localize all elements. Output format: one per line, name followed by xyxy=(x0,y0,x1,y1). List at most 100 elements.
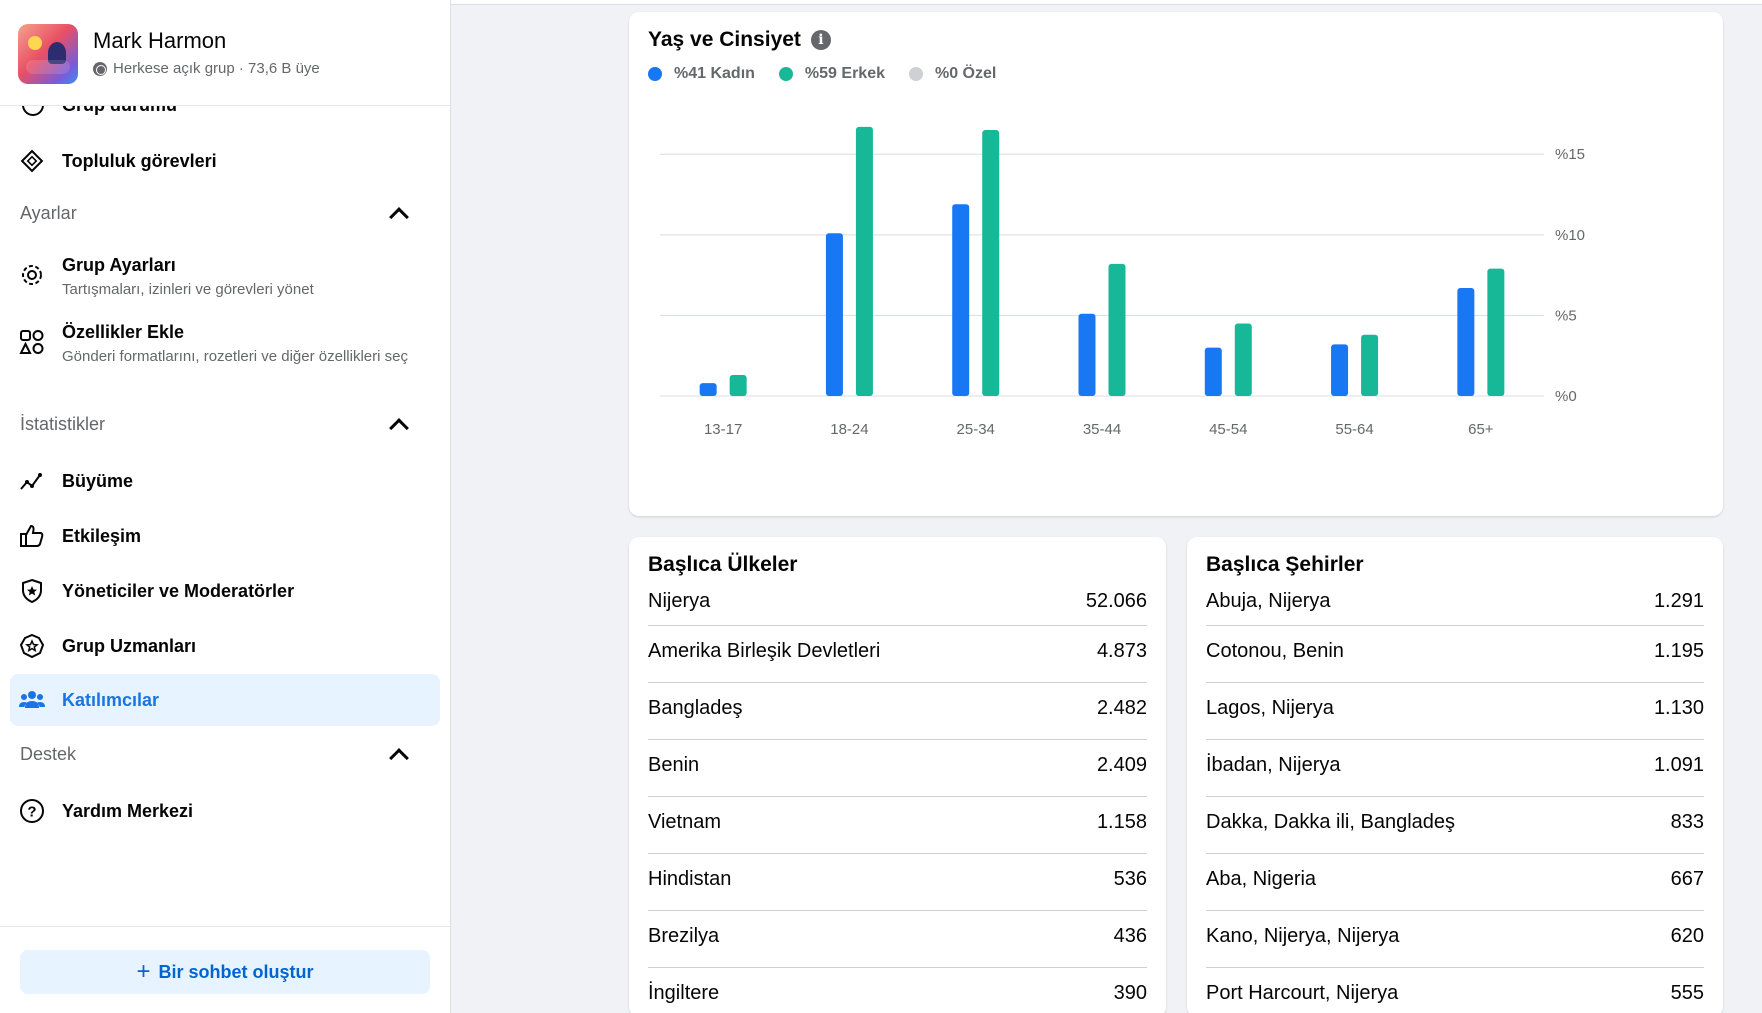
thumbs-up-icon xyxy=(18,522,46,550)
section-title: Destek xyxy=(20,744,77,764)
section-support[interactable]: Destek xyxy=(20,744,420,768)
create-chat-button[interactable]: + Bir sohbet oluştur xyxy=(20,950,430,994)
top-divider xyxy=(451,0,1762,5)
y-tick-label: %10 xyxy=(1555,227,1585,244)
sidebar-item-community-tasks[interactable]: Topluluk görevleri xyxy=(10,135,440,187)
list-item-value: 52.066 xyxy=(1085,590,1147,612)
bar-erkek-13-17[interactable] xyxy=(729,375,747,396)
group-header[interactable]: Mark Harmon Herkese açık grup · 73,6 B ü… xyxy=(0,0,450,106)
legend-dot xyxy=(778,67,793,81)
chevron-up-icon[interactable] xyxy=(389,206,409,227)
list-item: Bangladeş 2.482 xyxy=(648,683,1147,740)
list-item: Lagos, Nijerya 1.130 xyxy=(1206,683,1704,740)
sidebar-item-help[interactable]: ? Yardım Merkezi xyxy=(10,785,440,837)
group-meta: Herkese açık grup · 73,6 B üye xyxy=(93,60,320,77)
list-item-value: 4.873 xyxy=(1096,639,1147,662)
list-item-value: 2.482 xyxy=(1096,696,1147,719)
group-avatar[interactable] xyxy=(18,24,78,84)
list-item-value: 1.091 xyxy=(1653,753,1704,776)
shapes-icon xyxy=(18,328,46,356)
list-item-name: Benin xyxy=(648,753,700,776)
list-item-name: Kano, Nijerya, Nijerya xyxy=(1206,924,1400,947)
list-item: İbadan, Nijerya 1.091 xyxy=(1206,740,1704,797)
bar-erkek-55-64[interactable] xyxy=(1361,334,1379,396)
info-icon[interactable]: i xyxy=(810,30,831,50)
legend-label: %0 Özel xyxy=(934,65,997,82)
sidebar-footer: + Bir sohbet oluştur xyxy=(0,926,450,1013)
card-title: Başlıca Şehirler xyxy=(1206,553,1364,576)
x-tick-label: 25-34 xyxy=(957,421,995,438)
sidebar-item-group-settings[interactable]: Grup Ayarları Tartışmaları, izinleri ve … xyxy=(10,255,440,300)
growth-chart-icon xyxy=(18,467,46,495)
list-item-value: 1.158 xyxy=(1096,810,1147,833)
sidebar-item-label: Etkileşim xyxy=(62,525,142,546)
age-gender-title: Yaş ve Cinsiyet i xyxy=(648,28,831,52)
list-item: Cotonou, Benin 1.195 xyxy=(1206,626,1704,683)
sidebar-item-experts[interactable]: Grup Uzmanları xyxy=(10,620,440,672)
bar-kadın-55-64[interactable] xyxy=(1331,344,1349,396)
sidebar-item-add-features[interactable]: Özellikler Ekle Gönderi formatlarını, ro… xyxy=(10,322,440,367)
list-item: Brezilya 436 xyxy=(648,911,1147,968)
list-item-value: 1.195 xyxy=(1653,639,1704,662)
list-item-name: Aba, Nigeria xyxy=(1206,867,1317,890)
question-icon: ? xyxy=(18,797,46,825)
sidebar-item-participants[interactable]: Katılımcılar xyxy=(10,674,440,726)
bar-erkek-18-24[interactable] xyxy=(855,126,873,396)
list-item-name: Abuja, Nijerya xyxy=(1206,590,1331,612)
list-item: Aba, Nigeria 667 xyxy=(1206,854,1704,911)
bar-kadın-13-17[interactable] xyxy=(699,383,717,396)
sidebar-item-engagement[interactable]: Etkileşim xyxy=(10,510,440,562)
bar-erkek-65+[interactable] xyxy=(1487,268,1505,396)
bar-kadın-35-44[interactable] xyxy=(1078,313,1096,396)
age-gender-card: Yaş ve Cinsiyet i %41 Kadın %59 Erkek %0… xyxy=(629,12,1723,516)
sidebar-item-admins[interactable]: Yöneticiler ve Moderatörler xyxy=(10,565,440,617)
sidebar-item-subtitle: Gönderi formatlarını, rozetleri ve diğer… xyxy=(62,348,408,365)
list-item-value: 620 xyxy=(1670,924,1704,947)
sidebar-item-label: Grup Uzmanları xyxy=(62,635,197,656)
globe-icon xyxy=(93,61,107,76)
bar-kadın-25-34[interactable] xyxy=(952,204,970,396)
y-tick-label: %0 xyxy=(1555,388,1577,405)
plus-icon: + xyxy=(136,958,151,985)
section-settings[interactable]: Ayarlar xyxy=(20,203,420,227)
shield-star-icon xyxy=(18,577,46,605)
top-countries-card: Başlıca Ülkeler Nijerya 52.066 Amerika Bir… xyxy=(629,537,1166,1013)
bar-kadın-18-24[interactable] xyxy=(825,233,843,396)
bar-erkek-45-54[interactable] xyxy=(1234,323,1252,396)
legend-dot xyxy=(648,67,662,81)
y-tick-label: %5 xyxy=(1555,307,1577,324)
x-tick-label: 18-24 xyxy=(830,421,868,438)
sidebar-item-label: Grup Ayarları xyxy=(62,255,176,275)
list-item-name: Port Harcourt, Nijerya xyxy=(1206,981,1399,1004)
list-item-value: 667 xyxy=(1670,867,1704,890)
sidebar-item-subtitle: Tartışmaları, izinleri ve görevleri yöne… xyxy=(62,281,314,298)
chevron-up-icon[interactable] xyxy=(389,747,409,768)
bar-erkek-25-34[interactable] xyxy=(982,130,1000,396)
group-name[interactable]: Mark Harmon xyxy=(93,28,227,53)
diamond-icon xyxy=(18,147,46,175)
bar-kadın-65+[interactable] xyxy=(1457,288,1475,396)
legend-dot xyxy=(908,67,923,81)
sidebar-item-growth[interactable]: Büyüme xyxy=(10,455,440,507)
list-item-name: Brezilya xyxy=(648,924,720,947)
list-item: Dakka, Dakka ili, Bangladeş 833 xyxy=(1206,797,1704,854)
legend-item-private: %0 Özel xyxy=(908,65,997,83)
sidebar-item-label: Katılımcılar xyxy=(62,689,160,710)
list-item-value: 2.409 xyxy=(1096,753,1147,776)
list-item-value: 536 xyxy=(1113,867,1147,890)
bar-kadın-45-54[interactable] xyxy=(1204,347,1222,396)
section-statistics[interactable]: İstatistikler xyxy=(20,414,420,438)
list-item-name: İbadan, Nijerya xyxy=(1206,753,1341,776)
x-tick-label: 35-44 xyxy=(1083,421,1121,438)
badge-star-icon xyxy=(18,632,46,660)
list-item-name: Nijerya xyxy=(648,590,711,612)
x-tick-label: 65+ xyxy=(1468,421,1494,438)
list-item-value: 833 xyxy=(1670,810,1704,833)
list-item: Vietnam 1.158 xyxy=(648,797,1147,854)
countries-list: Nijerya 52.066 Amerika Birleşik Devletleri… xyxy=(648,584,1147,1013)
list-item-name: Bangladeş xyxy=(648,696,743,719)
list-item-name: Vietnam xyxy=(648,810,722,833)
chevron-up-icon[interactable] xyxy=(389,417,409,438)
bar-erkek-35-44[interactable] xyxy=(1108,263,1126,396)
x-tick-label: 55-64 xyxy=(1335,421,1373,438)
